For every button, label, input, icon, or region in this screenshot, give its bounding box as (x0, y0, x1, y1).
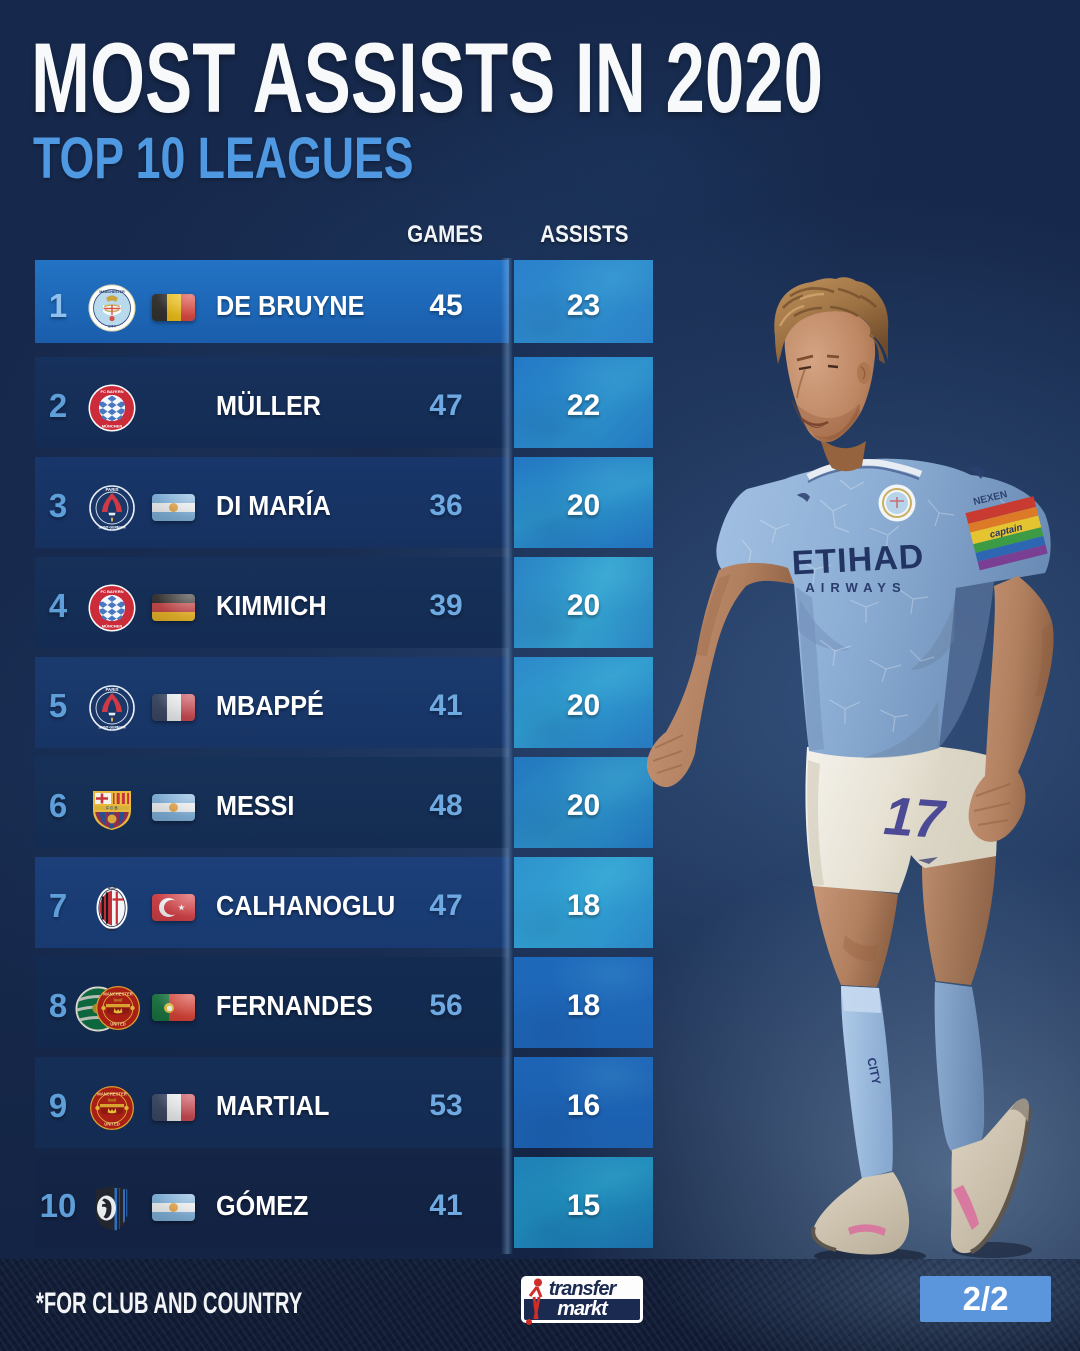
svg-text:PARIS: PARIS (105, 487, 118, 492)
svg-text:ACM: ACM (107, 885, 117, 890)
svg-text:AIRWAYS: AIRWAYS (805, 580, 906, 595)
svg-text:F C B: F C B (106, 806, 117, 811)
svg-text:UNITED: UNITED (110, 1022, 126, 1027)
svg-text:SAINT-GERMAIN: SAINT-GERMAIN (98, 726, 126, 730)
svg-text:MÜNCHEN: MÜNCHEN (102, 424, 123, 429)
svg-text:MANCHESTER: MANCHESTER (97, 1092, 127, 1097)
svg-text:CITY: CITY (108, 325, 117, 329)
svg-text:FC BAYERN: FC BAYERN (101, 389, 124, 394)
svg-text:FC BAYERN: FC BAYERN (101, 589, 124, 594)
svg-text:PARIS: PARIS (105, 687, 118, 692)
svg-text:17: 17 (882, 786, 949, 850)
svg-text:MANCHESTER: MANCHESTER (99, 290, 125, 294)
svg-text:SAINT-GERMAIN: SAINT-GERMAIN (98, 526, 126, 530)
svg-text:ETIHAD: ETIHAD (791, 538, 925, 583)
svg-text:MANCHESTER: MANCHESTER (103, 992, 133, 997)
svg-text:MÜNCHEN: MÜNCHEN (102, 624, 123, 629)
svg-text:UNITED: UNITED (104, 1122, 120, 1127)
svg-text:1899: 1899 (108, 927, 118, 932)
svg-text:CITY: CITY (864, 1056, 883, 1086)
